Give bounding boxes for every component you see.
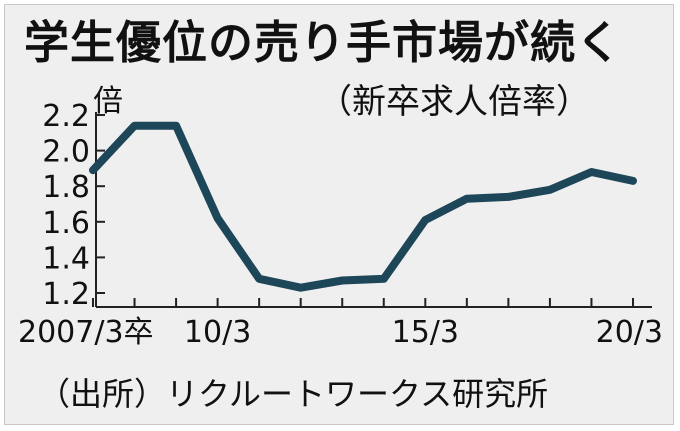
chart-title: 学生優位の売り手市場が続く xyxy=(24,16,623,69)
x-tick-label: 15/3 xyxy=(392,315,459,350)
y-tick-label: 1.4 xyxy=(42,241,90,276)
chart-frame xyxy=(4,4,674,425)
chart-subtitle: （新卒求人倍率） xyxy=(318,82,590,122)
x-tick-labels: 2007/3卒 10/3 15/3 20/3 xyxy=(18,315,663,350)
x-tick-label: 10/3 xyxy=(184,315,251,350)
series-lines xyxy=(89,121,637,292)
axes xyxy=(92,112,652,308)
y-tick-label: 2.2 xyxy=(42,99,90,134)
x-tick-label: 20/3 xyxy=(596,315,663,350)
y-tick-label: 1.6 xyxy=(42,206,90,241)
y-tick-label: 1.8 xyxy=(42,170,90,205)
y-tick-label: 1.2 xyxy=(42,277,90,312)
source-note: （出所）リクルートワークス研究所 xyxy=(38,375,549,413)
y-tick-labels: 1.21.41.61.82.02.2 xyxy=(42,99,90,312)
y-tick-label: 2.0 xyxy=(42,135,90,170)
series-line xyxy=(89,121,637,292)
y-axis-unit: 倍 xyxy=(93,84,123,119)
x-tick-label: 2007/3卒 xyxy=(18,315,154,350)
